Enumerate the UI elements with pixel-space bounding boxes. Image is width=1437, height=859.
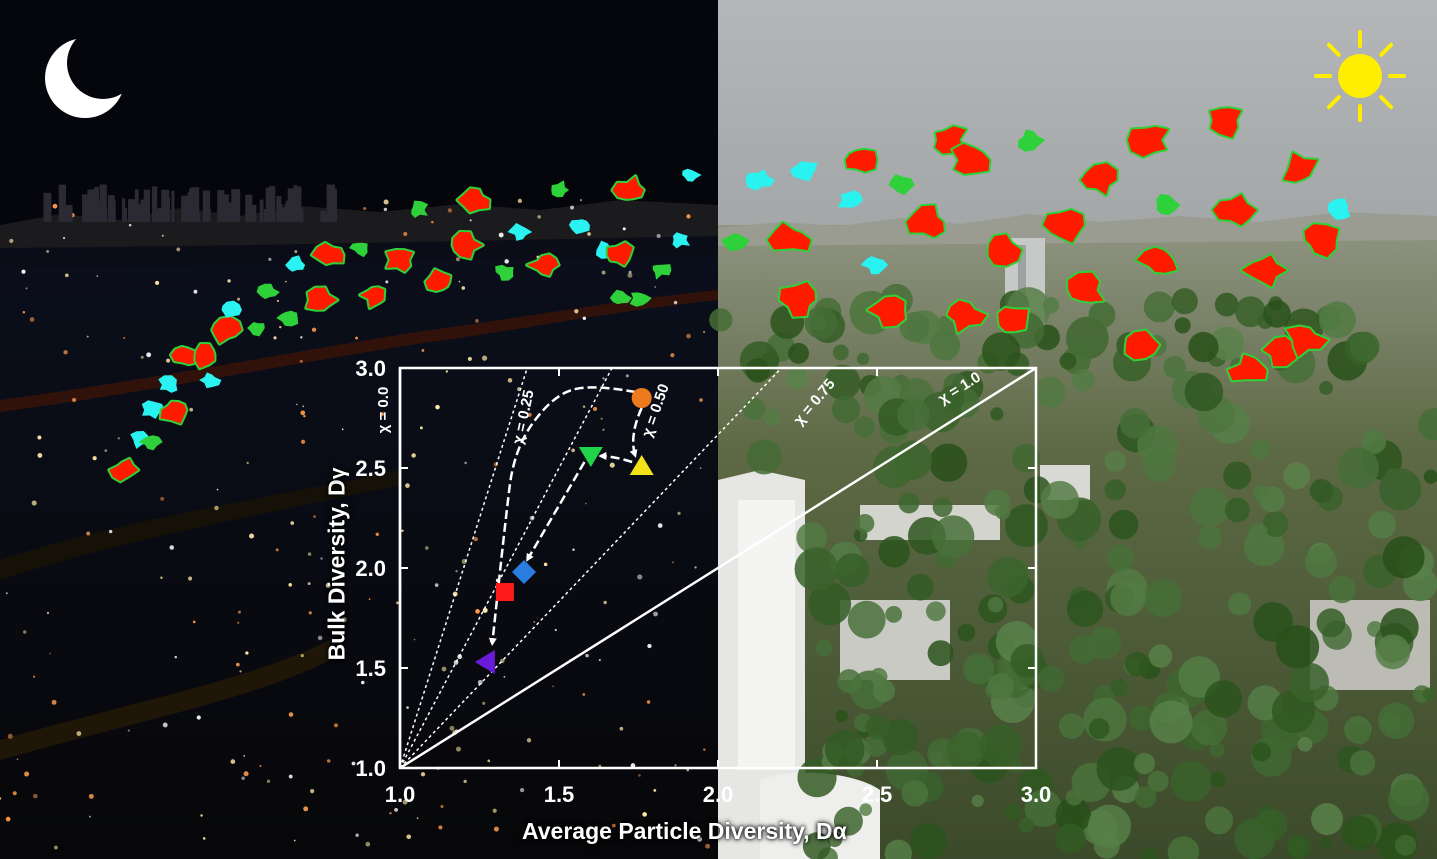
reference-line — [399, 366, 1037, 770]
y-tick-label: 3.0 — [355, 356, 386, 381]
x-tick-label: 2.5 — [862, 782, 893, 807]
data-point-triangle-left — [474, 650, 495, 674]
y-axis-label: Bulk Diversity, Dγ — [323, 467, 350, 661]
x-tick-label: 1.5 — [544, 782, 575, 807]
particle-overlay — [107, 106, 1351, 484]
day-scene — [709, 0, 1437, 859]
diversity-chart: χ = 0.0 χ = 0.25 χ = 0.50 χ = 0.75 χ = 1.0 1… — [355, 356, 1051, 807]
reference-line — [399, 367, 783, 769]
data-point-triangle-down — [578, 447, 603, 467]
x-tick-label: 3.0 — [1021, 782, 1052, 807]
y-tick-label: 2.5 — [355, 456, 386, 481]
crescent-moon-icon — [45, 27, 139, 118]
x-tick-label: 1.0 — [385, 782, 416, 807]
reference-line — [399, 367, 528, 769]
reference-line-label: χ = 0.0 — [375, 387, 392, 434]
y-tick-label: 2.0 — [355, 556, 386, 581]
data-point-circle — [631, 388, 652, 408]
x-axis-label: Average Particle Diversity, Dα — [522, 818, 847, 844]
night-scene — [0, 0, 718, 859]
y-tick-label: 1.0 — [355, 756, 386, 781]
trajectory-arrow — [488, 386, 636, 646]
data-point-triangle-up — [629, 455, 654, 475]
trajectory-arrow — [526, 461, 586, 562]
x-tick-label: 2.0 — [703, 782, 734, 807]
data-point-square — [495, 583, 514, 601]
y-tick-label: 1.5 — [355, 656, 386, 681]
trajectory-arrow — [629, 407, 643, 458]
day-sky — [718, 0, 1437, 230]
trajectory-arrow — [598, 452, 633, 464]
sun-icon — [1314, 30, 1406, 122]
data-point-diamond — [512, 560, 537, 584]
